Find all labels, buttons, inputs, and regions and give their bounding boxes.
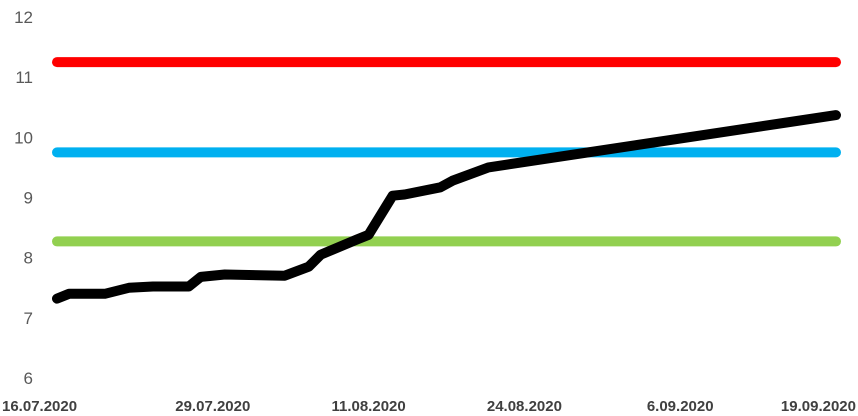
y-tick-label: 10	[14, 128, 33, 147]
x-tick-label: 24.08.2020	[487, 398, 562, 415]
x-tick-label: 16.07.2020	[2, 398, 77, 415]
reference-lines	[52, 57, 841, 247]
y-tick-label: 7	[24, 309, 33, 328]
y-tick-label: 6	[24, 369, 33, 388]
y-tick-label: 8	[24, 249, 33, 268]
y-axis-ticks: 6 7 8 9 10 11 12	[14, 8, 33, 388]
x-axis-ticks: 16.07.2020 29.07.2020 11.08.2020 24.08.2020…	[2, 398, 856, 415]
x-tick-label: 6.09.2020	[647, 398, 714, 415]
series-group	[52, 110, 841, 304]
y-tick-label: 12	[14, 8, 33, 27]
y-tick-label: 9	[24, 189, 33, 208]
x-tick-label: 19.09.2020	[781, 398, 856, 415]
x-tick-label: 29.07.2020	[175, 398, 250, 415]
x-tick-label: 11.08.2020	[331, 398, 405, 415]
y-tick-label: 11	[15, 68, 33, 87]
series-line	[52, 110, 841, 304]
